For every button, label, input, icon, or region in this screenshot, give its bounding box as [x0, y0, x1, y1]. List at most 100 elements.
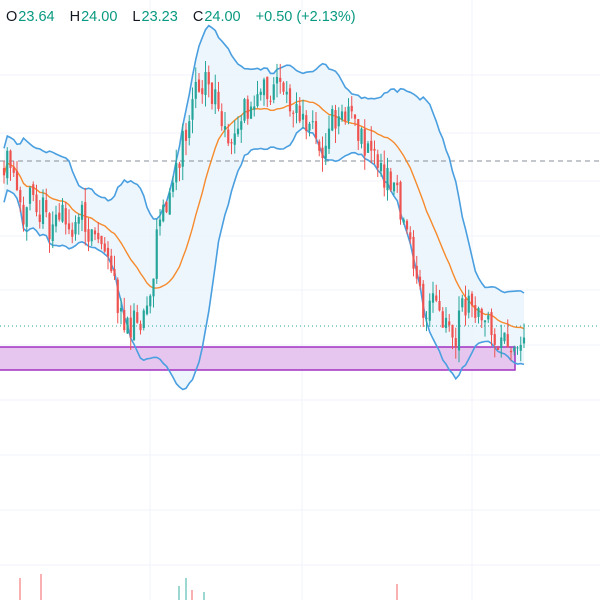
candle-body	[295, 104, 298, 113]
candle-body	[175, 163, 178, 183]
candle-body	[275, 76, 279, 84]
candle-body	[344, 111, 347, 122]
candle	[366, 140, 370, 153]
candle	[149, 294, 152, 314]
candle	[350, 96, 353, 119]
candle	[373, 140, 376, 165]
candle-body	[74, 222, 77, 235]
candle	[490, 308, 493, 346]
candle	[470, 291, 474, 318]
candle	[444, 307, 448, 333]
candle	[399, 180, 402, 225]
candle-body	[288, 88, 292, 112]
candle-body	[425, 317, 428, 319]
candle-body	[93, 230, 97, 235]
candle	[106, 241, 110, 270]
candle	[93, 227, 97, 241]
candle	[500, 324, 503, 358]
candle-body	[188, 121, 191, 139]
candle	[454, 327, 457, 359]
candle-body	[194, 81, 197, 99]
candle	[331, 105, 334, 132]
candle-body	[181, 131, 184, 167]
candle-body	[418, 276, 422, 286]
close-value: 24.00	[204, 9, 241, 25]
candle-body	[233, 133, 236, 145]
candle-body	[337, 116, 340, 127]
candle-body	[266, 76, 269, 100]
bollinger-lower-band	[3, 126, 525, 391]
candle	[74, 215, 77, 241]
candle	[184, 122, 188, 156]
candle	[438, 289, 441, 312]
candle	[9, 149, 12, 181]
candle-body	[506, 334, 509, 348]
candle	[477, 306, 480, 324]
candle	[19, 186, 22, 213]
candle-body	[490, 312, 493, 336]
candle	[363, 119, 366, 170]
candle	[87, 218, 90, 252]
candle-body	[6, 150, 9, 179]
candle-body	[366, 143, 370, 153]
candle	[210, 81, 214, 110]
candle	[77, 213, 80, 235]
candle-body	[129, 317, 132, 338]
close-label: C	[192, 9, 204, 25]
candle-body	[503, 332, 506, 342]
candle	[415, 255, 418, 284]
candle-body	[243, 99, 246, 121]
candle	[126, 316, 129, 334]
candle	[217, 81, 220, 112]
candle	[383, 150, 386, 197]
candle-body	[184, 129, 188, 141]
candle-body	[282, 82, 285, 92]
candle	[116, 277, 119, 324]
low-label: L	[132, 9, 141, 25]
candle	[457, 296, 461, 363]
candle-body	[519, 344, 522, 351]
candle-body	[165, 201, 168, 213]
candle-body	[457, 310, 461, 351]
candle	[132, 303, 136, 341]
candle-body	[77, 217, 80, 224]
candle-body	[396, 182, 399, 186]
candle	[90, 229, 93, 247]
candle	[275, 63, 279, 98]
high-value: 24.00	[81, 9, 118, 25]
volume-bar	[191, 590, 193, 600]
candle-body	[509, 350, 513, 353]
candle-body	[80, 204, 84, 220]
candle	[448, 314, 451, 332]
candle	[97, 222, 100, 244]
candle	[103, 236, 106, 253]
candle	[288, 84, 292, 117]
candle	[188, 115, 191, 146]
candle	[269, 95, 272, 105]
candle-body	[474, 305, 477, 318]
candle	[389, 167, 392, 192]
candle-body	[67, 223, 71, 230]
candle-body	[145, 305, 149, 315]
candle-body	[38, 214, 41, 223]
volume-bar	[19, 578, 21, 600]
candle-body	[253, 106, 256, 110]
candle	[32, 181, 35, 202]
candle	[503, 332, 506, 344]
candle	[6, 147, 9, 185]
candle	[435, 284, 438, 303]
moving-average-line	[3, 99, 525, 330]
candle	[292, 110, 295, 128]
bollinger-band-fill	[4, 25, 524, 390]
candle	[318, 139, 321, 157]
candle-body	[386, 167, 389, 191]
candle-body	[353, 114, 357, 119]
candle-body	[422, 283, 425, 318]
candle	[253, 95, 256, 117]
candle	[181, 123, 184, 181]
candle-body	[178, 163, 181, 168]
support-zone[interactable]	[0, 346, 516, 371]
candle	[54, 205, 58, 233]
candle	[142, 308, 145, 331]
